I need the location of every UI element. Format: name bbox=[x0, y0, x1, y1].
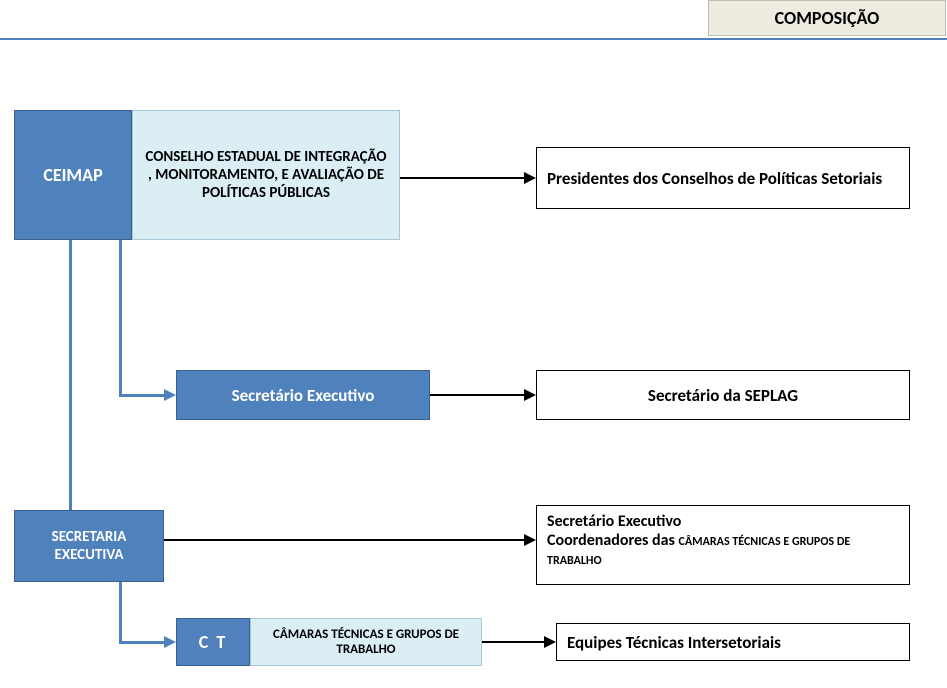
connector-elbow-sec-h bbox=[119, 394, 164, 397]
arrow-c3 bbox=[524, 534, 536, 546]
node-ceimap-label: CEIMAP bbox=[43, 164, 102, 186]
header-divider bbox=[0, 38, 947, 40]
tab-label: COMPOSIÇÃO bbox=[775, 7, 880, 29]
node-ceimap-desc: CONSELHO ESTADUAL DE INTEGRAÇÃO , MONITO… bbox=[132, 110, 400, 240]
node-secretaria: SECRETARIA EXECUTIVA bbox=[14, 510, 164, 582]
node-ct-right: Equipes Técnicas Intersetoriais bbox=[556, 623, 910, 661]
node-sec-exec-right: Secretário da SEPLAG bbox=[536, 370, 910, 420]
connector-elbow-ct-h bbox=[119, 641, 164, 644]
node-secretaria-right: Secretário Executivo Coordenadores das C… bbox=[536, 505, 910, 585]
node-ceimap-right-label: Presidentes dos Conselhos de Políticas S… bbox=[547, 168, 882, 189]
node-sec-exec-right-label: Secretário da SEPLAG bbox=[648, 385, 798, 406]
node-ct-label: C T bbox=[199, 631, 228, 653]
node-ct-right-label: Equipes Técnicas Intersetoriais bbox=[567, 632, 781, 653]
connector-c4 bbox=[482, 641, 544, 643]
node-sec-exec: Secretário Executivo bbox=[176, 370, 430, 420]
node-sec-exec-label: Secretário Executivo bbox=[232, 385, 375, 406]
arrow-c4 bbox=[544, 636, 556, 648]
node-ceimap: CEIMAP bbox=[14, 110, 132, 240]
arrow-c2 bbox=[524, 389, 536, 401]
node-ct-desc-label: CÂMARAS TÉCNICAS E GRUPOS DE TRABALHO bbox=[261, 627, 471, 657]
connector-elbow-ct-v bbox=[119, 582, 122, 643]
node-ceimap-desc-label: CONSELHO ESTADUAL DE INTEGRAÇÃO , MONITO… bbox=[143, 148, 389, 202]
arrow-c1 bbox=[524, 172, 536, 184]
node-secretaria-right-line2: Coordenadores das CÂMARAS TÉCNICAS E GRU… bbox=[547, 531, 899, 569]
arrow-elbow-sec bbox=[164, 389, 176, 401]
node-ceimap-right: Presidentes dos Conselhos de Políticas S… bbox=[536, 147, 910, 209]
node-secretaria-right-line2a: Coordenadores das bbox=[547, 531, 679, 550]
node-secretaria-label: SECRETARIA EXECUTIVA bbox=[19, 528, 159, 564]
connector-v-main bbox=[69, 240, 72, 510]
node-secretaria-right-line1: Secretário Executivo bbox=[547, 512, 899, 531]
connector-c2 bbox=[430, 394, 524, 396]
node-ct: C T bbox=[176, 618, 250, 666]
connector-c1 bbox=[400, 177, 524, 179]
connector-elbow-sec-v bbox=[119, 240, 122, 396]
node-ct-desc: CÂMARAS TÉCNICAS E GRUPOS DE TRABALHO bbox=[250, 618, 482, 666]
connector-c3 bbox=[164, 539, 524, 541]
tab-composicao: COMPOSIÇÃO bbox=[708, 0, 946, 36]
arrow-elbow-ct bbox=[164, 636, 176, 648]
